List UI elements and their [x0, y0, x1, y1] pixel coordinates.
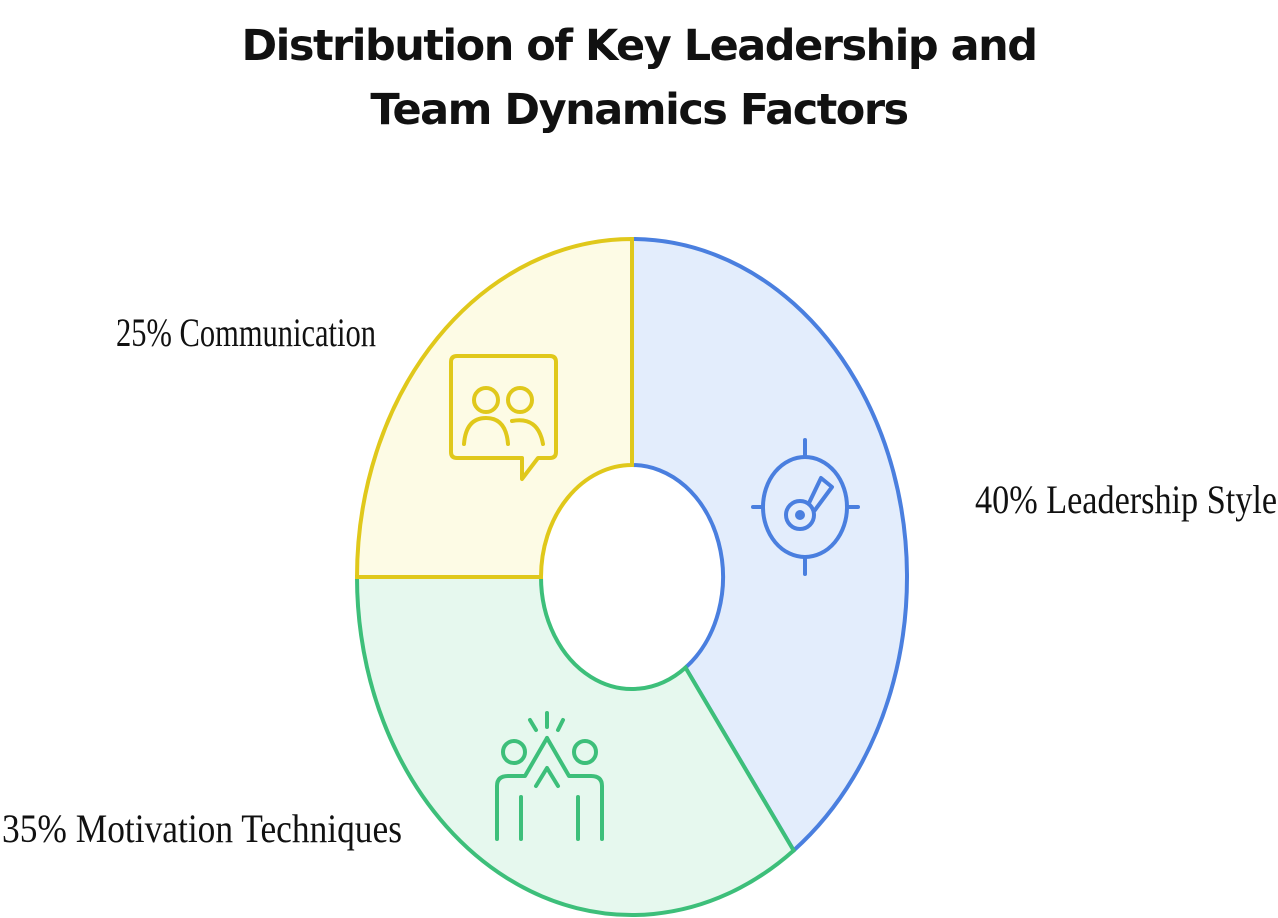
slice-label-motivation-techniques: 35% Motivation Techniques — [2, 806, 402, 851]
slice-label-leadership-style: 40% Leadership Style — [975, 477, 1277, 522]
slice-label-communication: 25% Communication — [116, 310, 376, 355]
